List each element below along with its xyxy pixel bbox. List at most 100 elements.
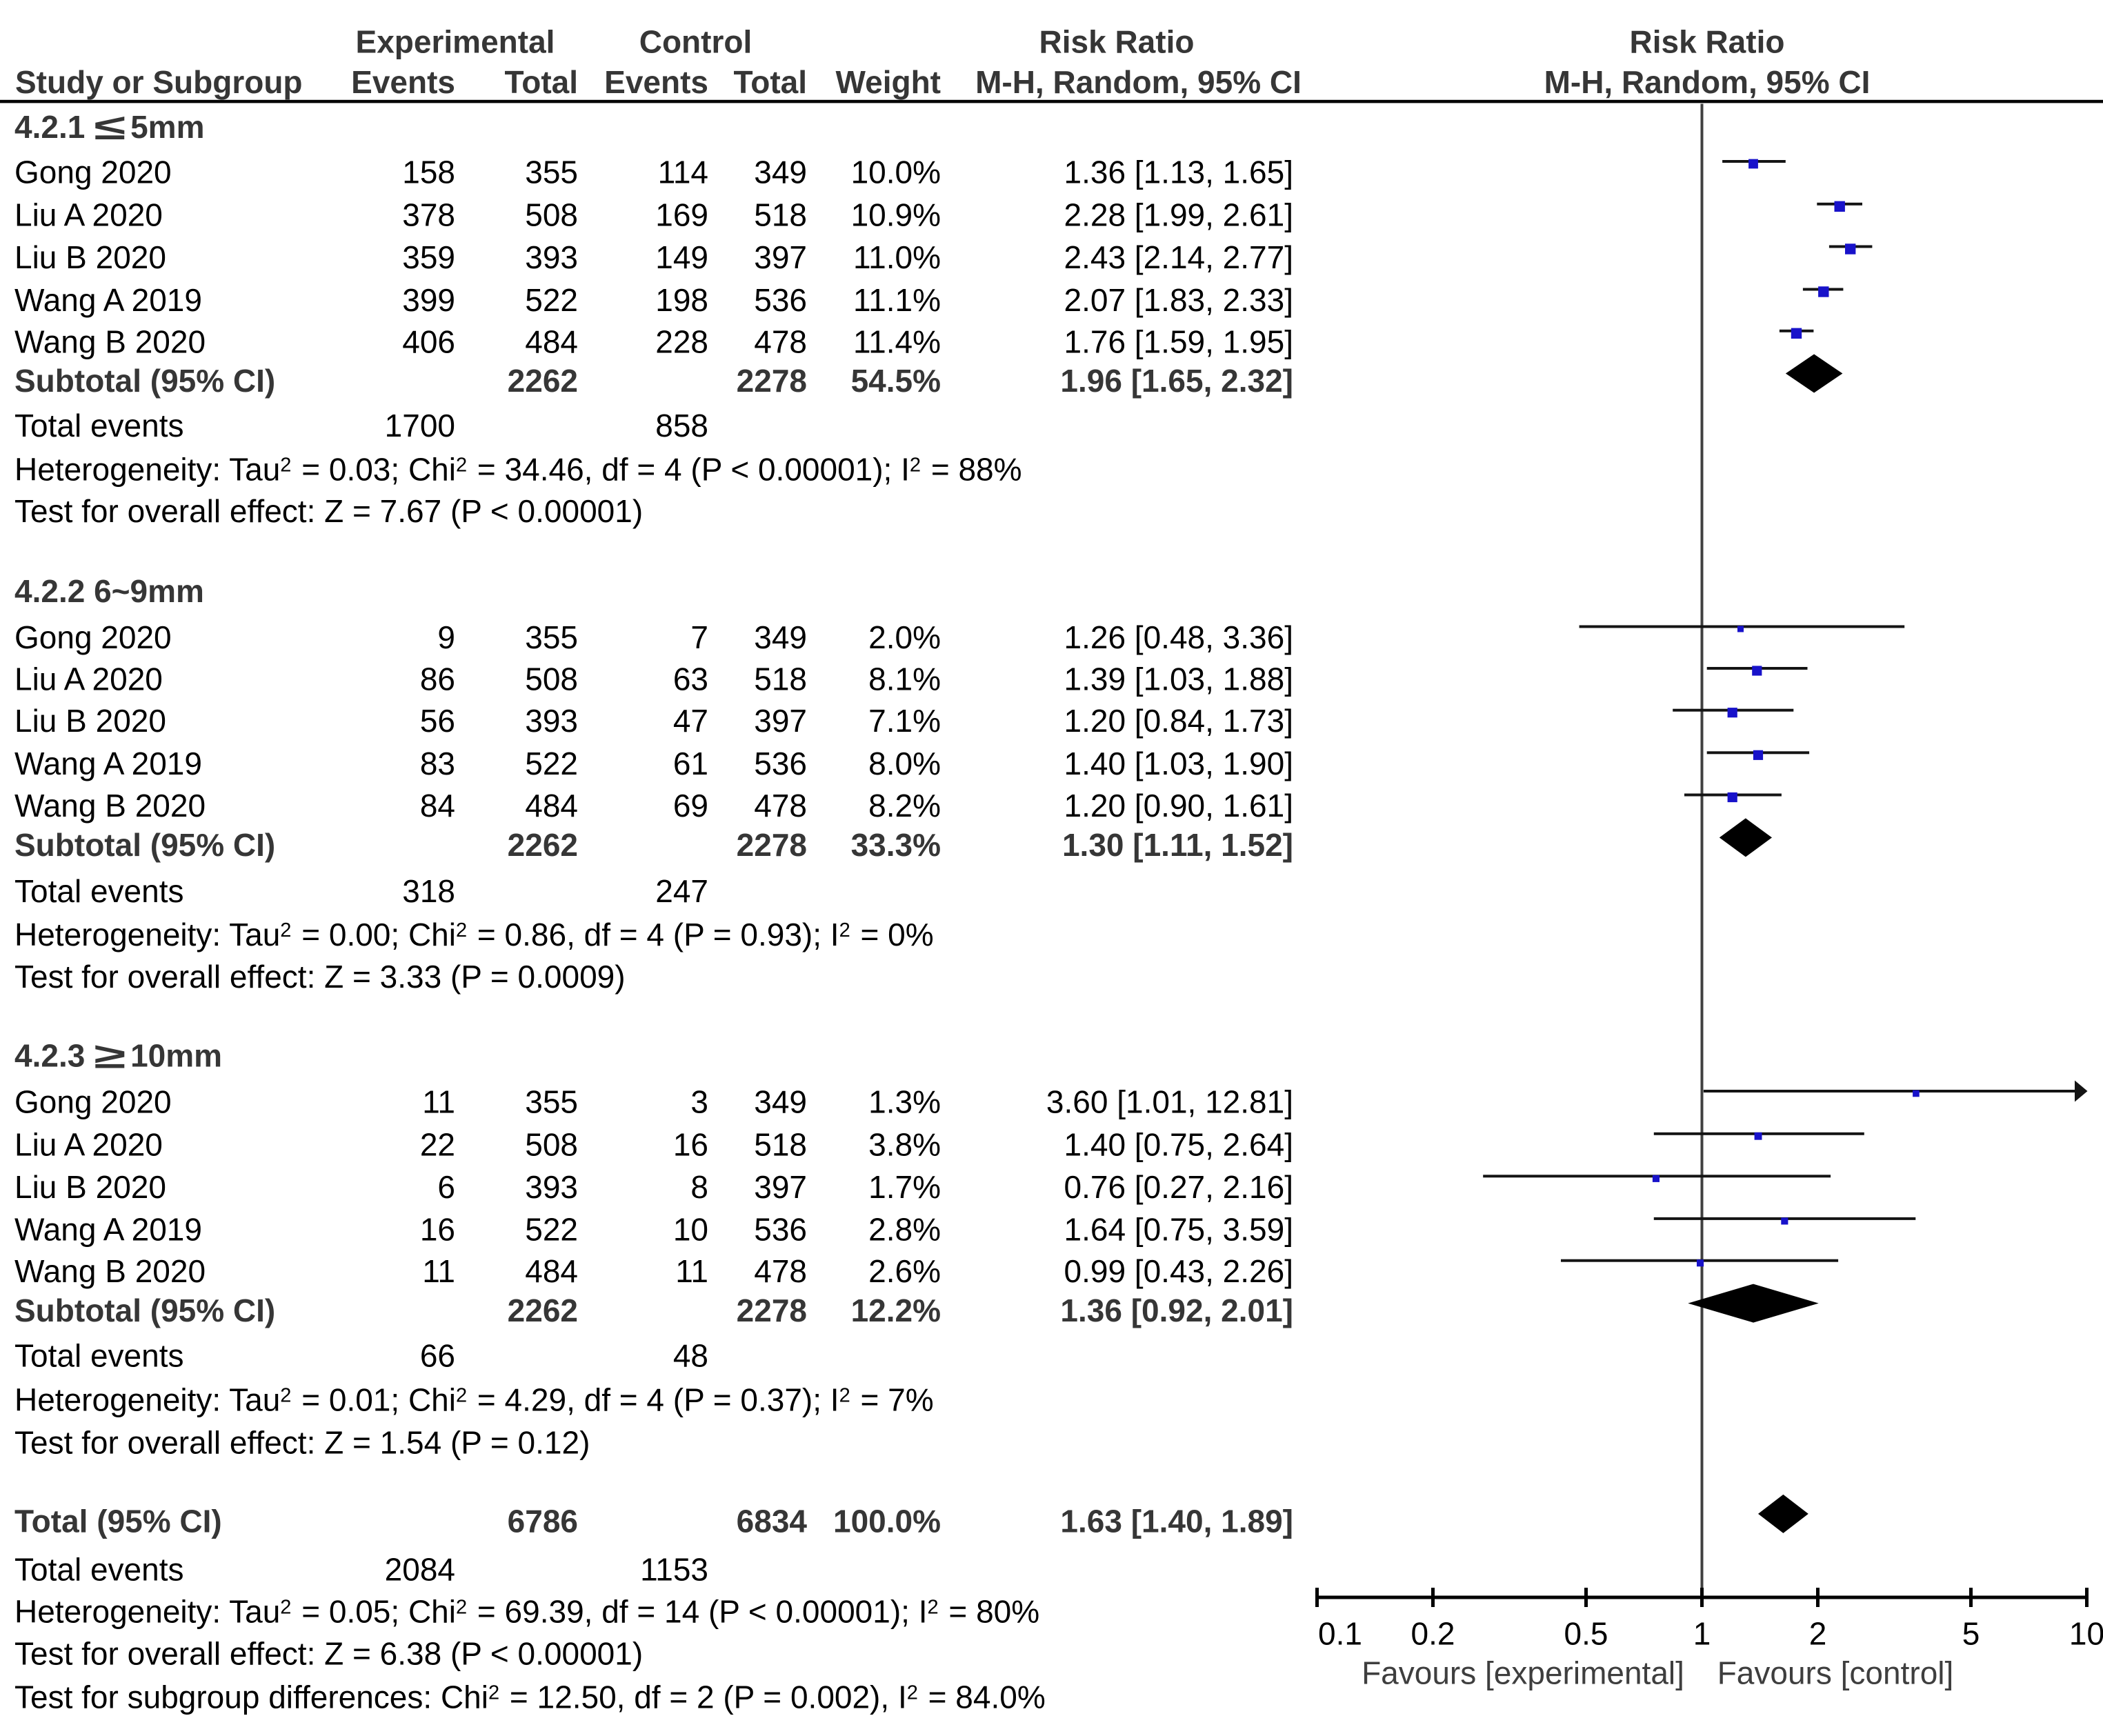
svg-text:Total: Total [505, 64, 578, 100]
svg-text:2: 2 [1809, 1616, 1827, 1652]
svg-text:349: 349 [754, 619, 807, 655]
svg-text:22: 22 [420, 1126, 455, 1162]
svg-text:1.40 [1.03, 1.90]: 1.40 [1.03, 1.90] [1064, 746, 1294, 781]
svg-text:12.2%: 12.2% [851, 1293, 941, 1328]
svg-text:1.36 [1.13, 1.65]: 1.36 [1.13, 1.65] [1064, 154, 1294, 190]
svg-text:858: 858 [655, 408, 708, 443]
svg-text:3.8%: 3.8% [868, 1126, 941, 1162]
svg-text:84: 84 [420, 788, 455, 824]
svg-text:10: 10 [673, 1211, 708, 1247]
svg-text:Heterogeneity: Tau2 = 0.00; Ch: Heterogeneity: Tau2 = 0.00; Chi2 = 0.86,… [14, 917, 934, 952]
svg-text:522: 522 [525, 1211, 578, 1247]
svg-text:5: 5 [1962, 1616, 1980, 1652]
svg-text:1.64 [0.75, 3.59]: 1.64 [0.75, 3.59] [1064, 1211, 1294, 1247]
svg-text:2084: 2084 [385, 1551, 455, 1587]
svg-text:198: 198 [655, 282, 708, 318]
svg-text:Gong 2020: Gong 2020 [14, 154, 172, 190]
svg-text:399: 399 [402, 282, 455, 318]
svg-text:169: 169 [655, 197, 708, 232]
svg-text:1.63 [1.40, 1.89]: 1.63 [1.40, 1.89] [1060, 1503, 1293, 1539]
svg-text:Gong 2020: Gong 2020 [14, 1084, 172, 1120]
svg-text:Heterogeneity: Tau2 = 0.01; Ch: Heterogeneity: Tau2 = 0.01; Chi2 = 4.29,… [14, 1382, 934, 1418]
svg-text:0.76 [0.27, 2.16]: 0.76 [0.27, 2.16] [1064, 1169, 1294, 1205]
svg-text:Liu A 2020: Liu A 2020 [14, 661, 163, 697]
svg-text:Liu A 2020: Liu A 2020 [14, 1126, 163, 1162]
svg-text:1.20 [0.90, 1.61]: 1.20 [0.90, 1.61] [1064, 788, 1294, 824]
svg-text:406: 406 [402, 323, 455, 359]
svg-text:2.07 [1.83, 2.33]: 2.07 [1.83, 2.33] [1064, 282, 1294, 318]
svg-text:8.2%: 8.2% [868, 788, 941, 824]
svg-text:518: 518 [754, 197, 807, 232]
svg-text:0.99 [0.43, 2.26]: 0.99 [0.43, 2.26] [1064, 1253, 1294, 1289]
svg-text:536: 536 [754, 1211, 807, 1247]
svg-text:0.1: 0.1 [1318, 1616, 1362, 1652]
svg-text:484: 484 [525, 323, 578, 359]
svg-text:Subtotal (95% CI): Subtotal (95% CI) [14, 1293, 275, 1328]
svg-text:1.36 [0.92, 2.01]: 1.36 [0.92, 2.01] [1060, 1293, 1293, 1328]
svg-text:Subtotal (95% CI): Subtotal (95% CI) [14, 827, 275, 863]
svg-text:Total (95% CI): Total (95% CI) [14, 1503, 222, 1539]
svg-text:Test for subgroup differences:: Test for subgroup differences: Chi2 = 12… [14, 1679, 1046, 1715]
svg-text:3.60 [1.01, 12.81]: 3.60 [1.01, 12.81] [1046, 1084, 1293, 1120]
svg-text:10.0%: 10.0% [851, 154, 941, 190]
svg-text:Total events: Total events [14, 408, 183, 443]
svg-text:8: 8 [690, 1169, 708, 1205]
svg-text:Liu B 2020: Liu B 2020 [14, 1169, 166, 1205]
svg-text:158: 158 [402, 154, 455, 190]
svg-text:4.2.2 6~9mm: 4.2.2 6~9mm [14, 573, 204, 609]
svg-text:508: 508 [525, 1126, 578, 1162]
svg-text:484: 484 [525, 1253, 578, 1289]
svg-text:8.0%: 8.0% [868, 746, 941, 781]
svg-text:69: 69 [673, 788, 708, 824]
svg-text:56: 56 [420, 703, 455, 739]
svg-text:0.5: 0.5 [1564, 1616, 1608, 1652]
svg-text:Test for overall effect: Z = 6: Test for overall effect: Z = 6.38 (P < 0… [14, 1636, 643, 1672]
svg-text:47: 47 [673, 703, 708, 739]
svg-text:Test for overall effect: Z = 7: Test for overall effect: Z = 7.67 (P < 0… [14, 493, 643, 529]
svg-text:Wang B 2020: Wang B 2020 [14, 788, 206, 824]
svg-text:1.76 [1.59, 1.95]: 1.76 [1.59, 1.95] [1064, 323, 1294, 359]
svg-text:Events: Events [351, 64, 455, 100]
svg-text:11: 11 [422, 1253, 455, 1289]
svg-text:1.26 [0.48, 3.36]: 1.26 [0.48, 3.36] [1064, 619, 1294, 655]
svg-text:16: 16 [420, 1211, 455, 1247]
svg-text:1.20 [0.84, 1.73]: 1.20 [0.84, 1.73] [1064, 703, 1294, 739]
svg-text:518: 518 [754, 661, 807, 697]
svg-text:Test for overall effect: Z = 1: Test for overall effect: Z = 1.54 (P = 0… [14, 1424, 590, 1460]
svg-text:10.9%: 10.9% [851, 197, 941, 232]
svg-text:Liu B 2020: Liu B 2020 [14, 239, 166, 275]
svg-text:478: 478 [754, 1253, 807, 1289]
svg-text:7: 7 [690, 619, 708, 655]
svg-text:1153: 1153 [640, 1551, 708, 1587]
svg-text:Events: Events [604, 64, 708, 100]
svg-text:Weight: Weight [836, 64, 941, 100]
svg-text:397: 397 [754, 703, 807, 739]
svg-text:2.43 [2.14, 2.77]: 2.43 [2.14, 2.77] [1064, 239, 1294, 275]
svg-text:2278: 2278 [737, 827, 807, 863]
svg-text:6: 6 [437, 1169, 455, 1205]
svg-text:3: 3 [690, 1084, 708, 1120]
svg-text:Subtotal (95% CI): Subtotal (95% CI) [14, 363, 275, 399]
svg-text:83: 83 [420, 746, 455, 781]
svg-text:7.1%: 7.1% [868, 703, 941, 739]
svg-text:Liu B 2020: Liu B 2020 [14, 703, 166, 739]
svg-text:Total events: Total events [14, 1551, 183, 1587]
svg-text:4.2.1 ≤5mm: 4.2.1 ≤5mm [14, 108, 204, 148]
svg-text:11: 11 [422, 1084, 455, 1120]
svg-text:355: 355 [525, 619, 578, 655]
svg-text:393: 393 [525, 703, 578, 739]
svg-text:478: 478 [754, 788, 807, 824]
svg-text:M-H, Random, 95% CI: M-H, Random, 95% CI [1544, 64, 1871, 100]
svg-text:Risk Ratio: Risk Ratio [1039, 24, 1195, 60]
svg-text:318: 318 [402, 873, 455, 909]
svg-text:378: 378 [402, 197, 455, 232]
svg-text:114: 114 [658, 154, 708, 190]
svg-text:Wang A 2019: Wang A 2019 [14, 746, 202, 781]
svg-text:2.6%: 2.6% [868, 1253, 941, 1289]
svg-text:11.1%: 11.1% [853, 282, 941, 318]
svg-text:Study or Subgroup: Study or Subgroup [15, 64, 303, 100]
svg-text:1.96 [1.65, 2.32]: 1.96 [1.65, 2.32] [1060, 363, 1293, 399]
svg-text:Experimental: Experimental [356, 24, 555, 60]
svg-text:1: 1 [1693, 1616, 1711, 1652]
svg-text:1700: 1700 [385, 408, 455, 443]
